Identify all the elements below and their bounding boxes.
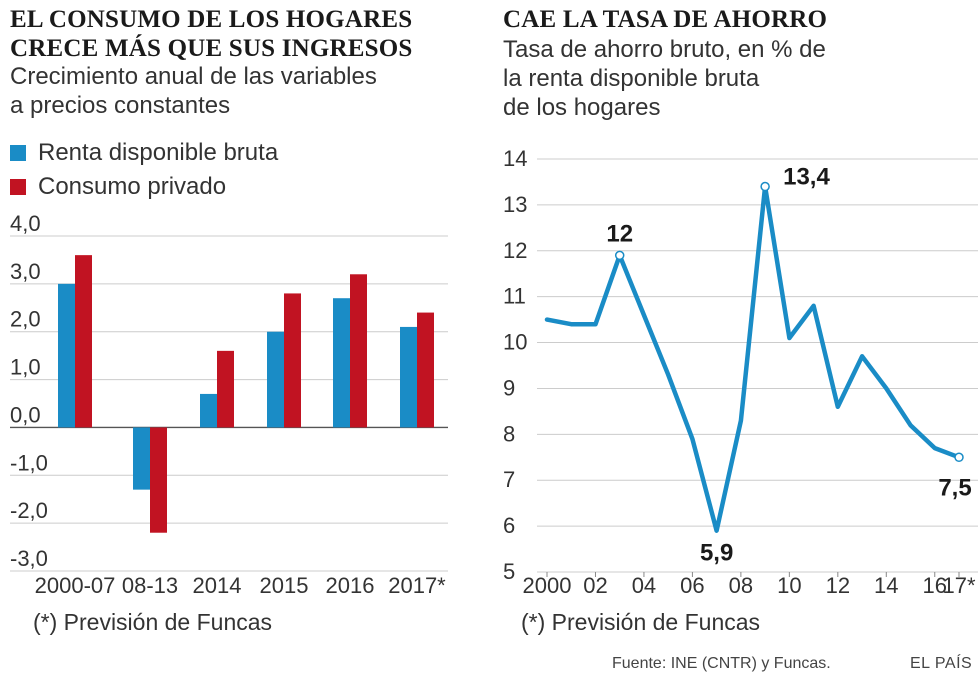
data-label: 12	[606, 220, 633, 247]
y-tick-label: 8	[503, 421, 515, 446]
right-footnote: (*) Previsión de Funcas	[521, 609, 761, 635]
left-chart-title: EL CONSUMO DE LOS HOGARES CRECE MÁS QUE …	[10, 5, 413, 63]
brand-logo: EL PAÍS	[910, 655, 973, 672]
x-tick-label: 16	[923, 573, 947, 598]
y-tick-label: 5	[503, 559, 515, 584]
legend-swatch-renta	[10, 145, 26, 161]
y-tick-label: 9	[503, 375, 515, 400]
y-tick-label: 6	[503, 513, 515, 538]
x-tick-label: 2000	[523, 573, 572, 598]
bar-renta	[400, 326, 417, 428]
x-tick-label: 06	[680, 573, 704, 598]
right-chart-title: CAE LA TASA DE AHORRO	[503, 6, 828, 33]
left-subtitle-line-2: a precios constantes	[10, 92, 231, 119]
x-tick-label: 2016	[326, 573, 375, 598]
x-tick-label: 12	[826, 573, 850, 598]
data-point-marker	[614, 250, 625, 261]
bar-renta	[58, 283, 75, 428]
left-chart-subtitle: Crecimiento anual de las variables a pre…	[10, 62, 377, 120]
y-tick-label: 1,0	[10, 355, 41, 380]
bar-consumo	[75, 255, 92, 428]
x-tick-label: 2000-07	[35, 573, 116, 598]
source-note: Fuente: INE (CNTR) y Funcas.	[612, 655, 831, 672]
legend-label-consumo: Consumo privado	[38, 173, 227, 200]
x-tick-label: 17*	[942, 573, 975, 598]
bar-renta	[133, 427, 150, 490]
series-line-tasa-ahorro	[544, 184, 962, 533]
x-tick-label: 08	[729, 573, 753, 598]
x-tick-label: 2014	[193, 573, 242, 598]
x-tick-label: 10	[777, 573, 801, 598]
x-tick-label: 04	[632, 573, 656, 598]
x-tick-label: 14	[874, 573, 898, 598]
left-footnote: (*) Previsión de Funcas	[33, 609, 273, 635]
y-tick-label: 10	[503, 330, 527, 355]
y-tick-label: 3,0	[10, 259, 41, 284]
y-tick-label: -1,0	[10, 450, 48, 475]
x-tick-label: 08-13	[122, 573, 178, 598]
left-subtitle-line-1: Crecimiento anual de las variables	[10, 63, 377, 90]
bar-consumo	[417, 312, 434, 428]
right-subtitle-line-1: Tasa de ahorro bruto, en % de	[503, 36, 826, 63]
legend-item-consumo: Consumo privado	[10, 173, 226, 201]
data-label: 5,9	[700, 540, 733, 567]
data-label: 13,4	[783, 164, 830, 191]
data-point-marker	[954, 452, 964, 463]
right-chart-subtitle: Tasa de ahorro bruto, en % de la renta d…	[503, 35, 826, 122]
y-tick-label: 7	[503, 467, 515, 492]
y-tick-label: 0,0	[10, 402, 41, 427]
bar-consumo	[217, 350, 234, 428]
y-tick-label: 12	[503, 238, 527, 263]
bar-renta	[267, 331, 284, 428]
legend-swatch-consumo	[10, 179, 26, 195]
y-tick-label: 4,0	[10, 211, 41, 236]
left-title-line-2: CRECE MÁS QUE SUS INGRESOS	[10, 35, 413, 62]
y-tick-label: 13	[503, 192, 527, 217]
bar-renta	[333, 298, 350, 428]
right-subtitle-line-3: de los hogares	[503, 94, 661, 121]
x-tick-label: 2017*	[388, 573, 446, 598]
bar-consumo	[150, 427, 167, 533]
y-tick-label: 11	[503, 284, 526, 309]
y-tick-label: 14	[503, 146, 527, 171]
right-subtitle-line-2: la renta disponible bruta	[503, 65, 760, 92]
legend-item-renta: Renta disponible bruta	[10, 139, 278, 167]
bar-consumo	[284, 293, 301, 428]
bar-consumo	[350, 274, 367, 428]
y-tick-label: 2,0	[10, 307, 41, 332]
legend-label-renta: Renta disponible bruta	[38, 139, 279, 166]
bar-renta	[200, 393, 217, 428]
y-tick-label: -2,0	[10, 498, 48, 523]
data-point-marker	[760, 181, 770, 192]
x-tick-label: 2015	[260, 573, 309, 598]
y-tick-label: -3,0	[10, 546, 48, 571]
left-title-line-1: EL CONSUMO DE LOS HOGARES	[10, 6, 413, 33]
data-label: 7,5	[938, 474, 971, 501]
x-tick-label: 02	[583, 573, 607, 598]
